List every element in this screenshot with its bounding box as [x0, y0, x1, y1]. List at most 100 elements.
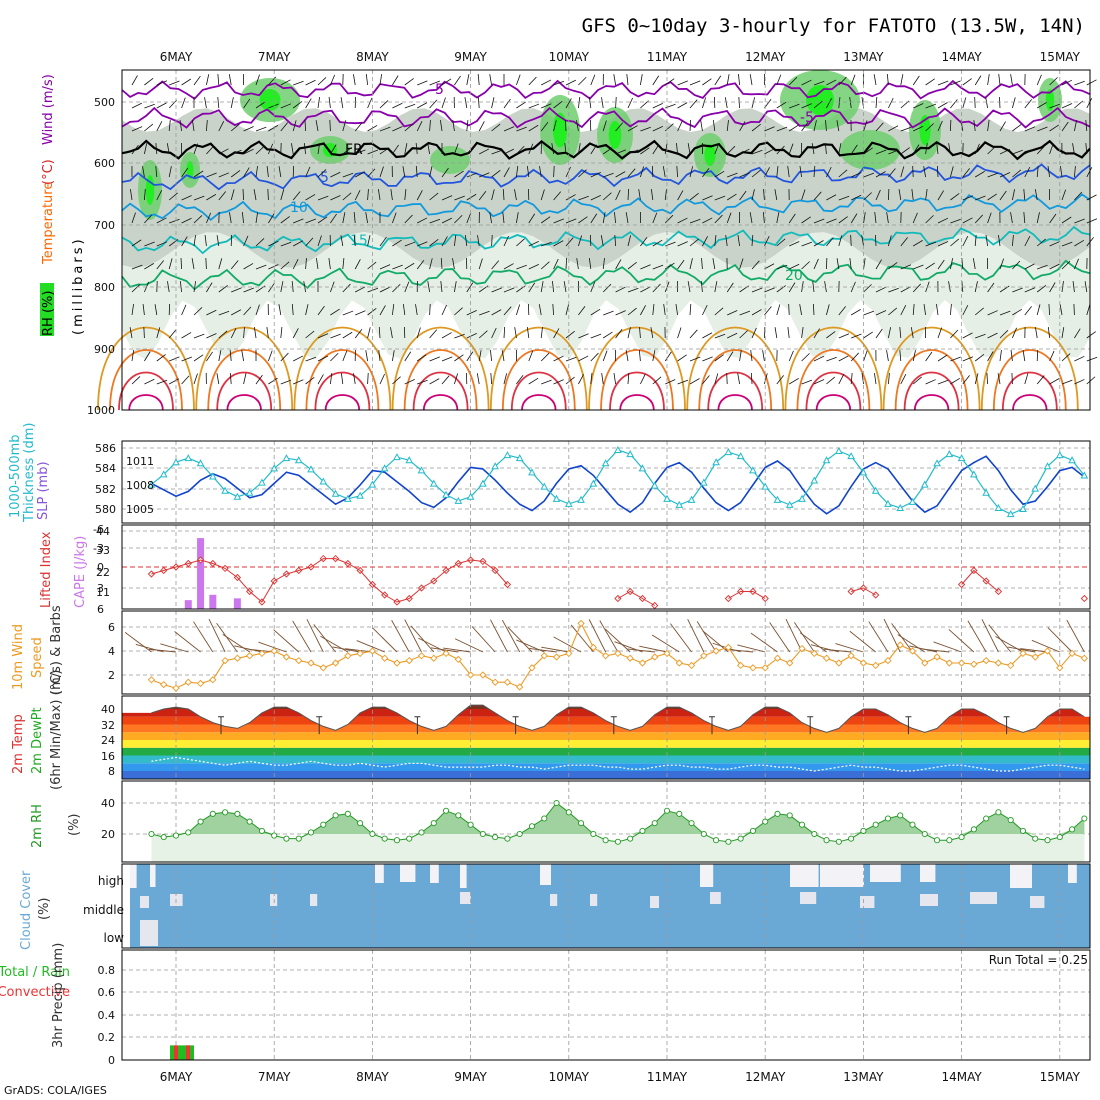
- wind-barb: [925, 123, 934, 132]
- wind-barb: [602, 192, 612, 201]
- thickness-point: [920, 480, 929, 488]
- wind-barb: [801, 261, 810, 270]
- wind10-point: [675, 659, 683, 667]
- wind-barb: [999, 121, 1006, 132]
- wind-barb: [751, 327, 757, 339]
- wind-barb: [962, 375, 970, 385]
- date-label-bottom: 9MAY: [454, 1070, 487, 1084]
- isotherm-label: 20: [785, 268, 803, 284]
- wind-barb: [280, 103, 292, 109]
- thickness-point: [663, 494, 671, 502]
- wind-barb: [417, 217, 428, 224]
- isotherm-label: 10: [290, 200, 308, 216]
- wind-barb: [812, 281, 815, 293]
- wind-barb: [330, 308, 340, 316]
- wind-barb: [379, 305, 386, 316]
- wind-barb: [429, 192, 439, 201]
- rh2m-point: [639, 827, 646, 834]
- wind-barb: [702, 97, 707, 109]
- warm-isotherm-arc: [422, 394, 459, 411]
- wind-barb: [950, 218, 961, 224]
- wind-barb: [416, 260, 425, 270]
- rh2m-point: [995, 809, 1002, 816]
- wind-barb: [1086, 331, 1096, 339]
- wind-barb: [937, 120, 943, 132]
- cloud-high-gap: [460, 864, 467, 888]
- wind-barb: [676, 143, 678, 155]
- wind-barb: [1061, 79, 1073, 86]
- wind-barb: [974, 235, 977, 247]
- wind-barb: [675, 304, 678, 316]
- wind-barb: [640, 147, 650, 155]
- wind-barb: [849, 97, 852, 109]
- thickness-point: [184, 454, 193, 462]
- wind-barb: [985, 97, 988, 109]
- wind-barb: [576, 258, 579, 270]
- wind-barb: [652, 304, 655, 316]
- wind10-barb: [292, 620, 312, 653]
- wind-barb: [999, 310, 1011, 316]
- wind-barb: [503, 263, 514, 270]
- wind-barb: [478, 350, 482, 362]
- wind-barb: [528, 143, 534, 155]
- wind-barb: [627, 125, 638, 132]
- precip-panel: 0.80.60.40.20: [98, 949, 1091, 1067]
- wind-barb: [156, 241, 168, 247]
- wind-barb: [317, 355, 329, 362]
- thickness-point: [601, 459, 610, 467]
- wind10-point: [761, 664, 769, 672]
- thickness-point: [196, 459, 205, 467]
- wind-barb: [478, 121, 485, 132]
- wind-barb: [863, 284, 872, 293]
- wind-barb: [973, 120, 976, 132]
- wind-barb: [937, 379, 949, 385]
- wind-barb: [700, 120, 703, 132]
- wind-barb: [640, 373, 646, 385]
- wind10-barb: [471, 626, 496, 653]
- wind-barb: [826, 98, 832, 109]
- wind-barb: [702, 168, 710, 178]
- wind-barb: [950, 329, 959, 339]
- wind-barb: [392, 102, 403, 109]
- wind10-barb: [687, 618, 705, 653]
- warm-isotherm-arc: [314, 371, 371, 411]
- upper-ylabels: RH (%) Temperature (°C) Wind (m/s) (mill…: [40, 74, 86, 336]
- lifted-index-tick-label: 3: [97, 582, 104, 595]
- rh2m-point: [897, 812, 904, 819]
- wind-barb: [131, 376, 141, 385]
- wind-barb: [677, 327, 682, 339]
- thickness-point: [1055, 451, 1064, 459]
- wind-barb: [181, 217, 192, 224]
- precip-total-rain-label: Total / Rain: [0, 965, 70, 980]
- wind-barb: [627, 327, 631, 339]
- wind-barb: [838, 76, 847, 86]
- wind10-point: [233, 654, 242, 662]
- wind-barb: [776, 375, 784, 385]
- wind-barb: [330, 352, 339, 362]
- wind-barb: [787, 327, 790, 339]
- thickness-point: [749, 466, 757, 474]
- wind10-point: [147, 676, 156, 684]
- wind-barb: [317, 305, 325, 316]
- wind-barb: [652, 350, 656, 362]
- warm-isotherm-arc: [882, 326, 981, 411]
- wind-barb: [1036, 375, 1045, 385]
- wind-barb: [727, 172, 738, 178]
- wind-barb: [838, 374, 845, 385]
- wind-barb: [985, 235, 988, 247]
- lifted-index-tick-label: 6: [97, 603, 104, 616]
- wind-barb: [925, 241, 937, 247]
- wind-barb: [751, 309, 762, 316]
- wind-barb: [614, 212, 616, 224]
- wind-barb: [613, 74, 616, 86]
- wind-barb: [912, 304, 915, 316]
- wind-barb: [762, 350, 765, 362]
- wind10-barb: [541, 646, 569, 653]
- rh2m-point: [872, 821, 879, 828]
- rh2m-ylabels: 2m RH (%): [30, 804, 82, 848]
- wind-barb: [317, 195, 329, 201]
- wind-barb: [825, 120, 827, 132]
- warm-isotherm-arc: [501, 349, 576, 411]
